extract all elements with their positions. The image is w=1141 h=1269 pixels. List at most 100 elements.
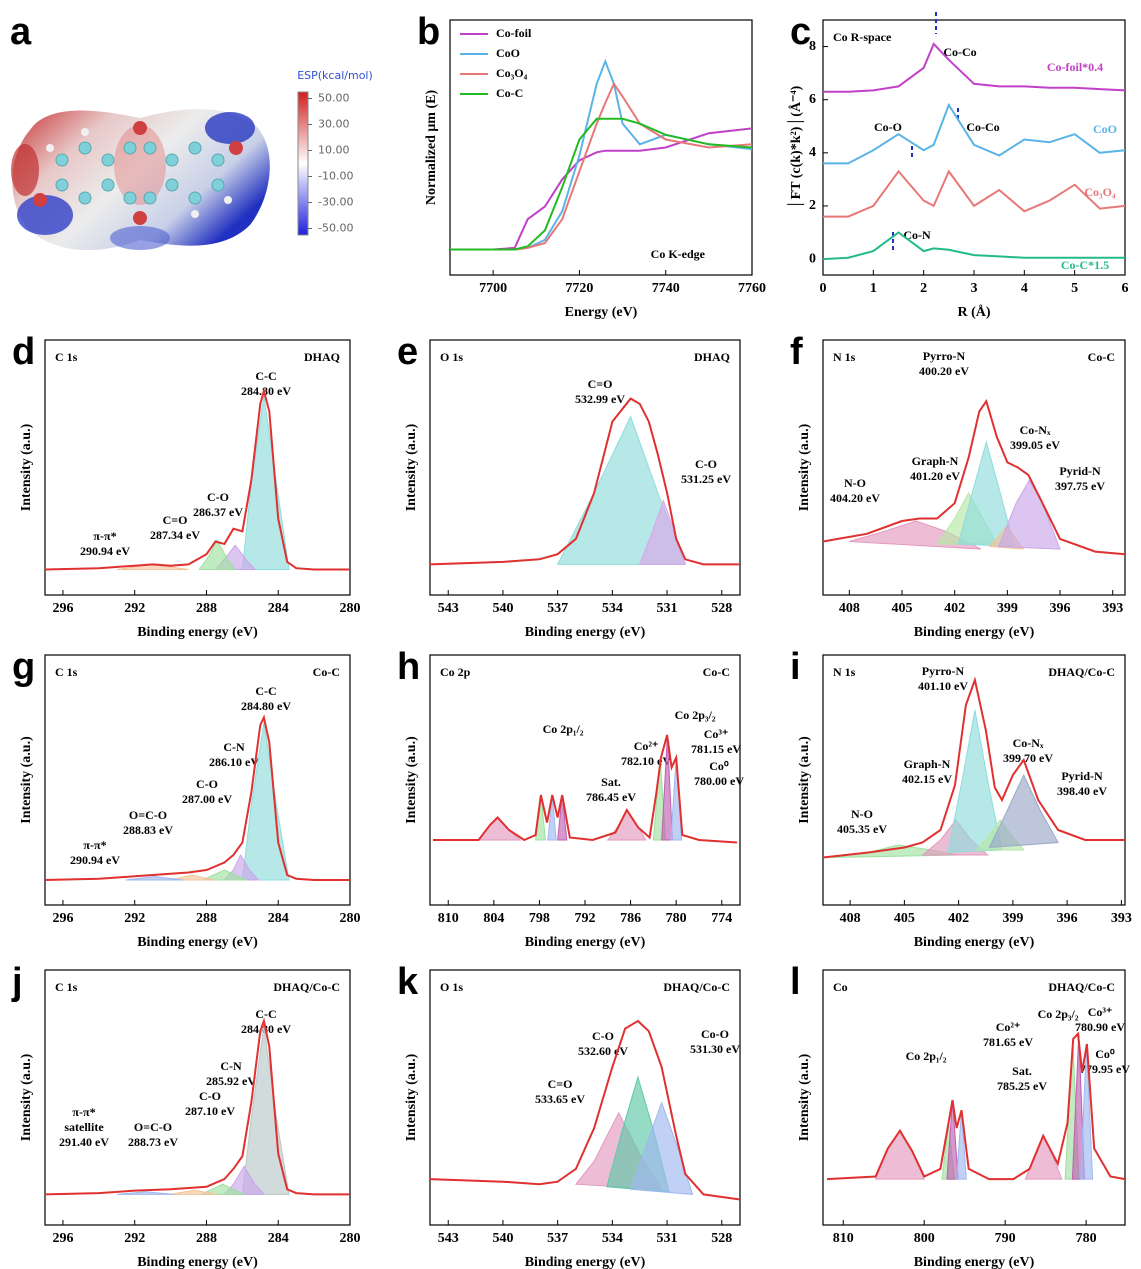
y-axis-label: Intensity (a.u.) [19,423,34,511]
annotation: 532.60 eV [578,1044,628,1058]
fit-envelope [45,391,350,570]
y-axis-label: Intensity (a.u.) [404,736,419,824]
x-tick-label: 786 [620,911,641,926]
x-tick-label: 393 [1111,911,1132,926]
annotation: Graph-N [904,757,951,771]
molecule-esp [11,109,270,250]
annotation: Pyrro-N [923,349,966,363]
x-tick-label: 399 [1002,911,1023,926]
sample-label: DHAQ/Co-C [663,980,730,994]
x-tick-label: 296 [52,1231,73,1246]
x-tick-label: 296 [52,601,73,616]
panel-letter: k [397,961,419,1003]
annotation: Pyrro-N [922,664,965,678]
annotation: C-C [255,369,276,383]
annotation: 532.99 eV [575,392,625,406]
x-tick-label: 780 [666,911,687,926]
x-tick-label: 284 [268,911,289,926]
x-tick-label: 292 [124,911,145,926]
annotation: satellite [64,1120,104,1134]
legend-label: Co-foil [496,26,532,40]
region-label: Co 2p [440,665,471,679]
annotation: Graph-N [912,454,959,468]
x-tick-label: 280 [340,911,361,926]
x-tick-label: 540 [492,601,513,616]
y-tick-label: 6 [809,92,816,107]
x-tick-label: 288 [196,601,217,616]
annotation: 531.30 eV [690,1042,740,1056]
y-axis-label: Intensity (a.u.) [404,1053,419,1141]
annotation: Co-O [874,120,902,134]
x-axis-label: Binding energy (eV) [137,935,258,950]
y-axis-label: Normalized μm (E) [424,90,439,206]
x-tick-label: 798 [529,911,550,926]
x-tick-label: 810 [438,911,459,926]
x-tick-label: 399 [997,601,1018,616]
annotation: C-O [196,777,218,791]
series-line [823,233,1125,260]
x-tick-label: 402 [944,601,965,616]
annotation: Co-Co [966,120,999,134]
x-axis-label: Binding energy (eV) [525,625,646,640]
annotation: C=O [163,513,188,527]
annotation: C-C [255,684,276,698]
x-tick-label: 1 [870,281,877,296]
annotation: π-π* [72,1105,95,1119]
x-axis-label: Binding energy (eV) [137,625,258,640]
sample-label: Co-C [313,665,340,679]
panel-letter: e [397,331,418,373]
region-label: O 1s [440,350,463,364]
annotation: Co³⁺ [1088,1005,1113,1019]
fit-component [999,480,1060,549]
annotation: 531.25 eV [681,472,731,486]
annotation: Sat. [601,775,621,789]
x-tick-label: 810 [833,1231,854,1246]
annotation: Co K-edge [651,247,706,261]
annotation: Sat. [1012,1064,1032,1078]
y-tick-label: 0 [809,251,816,266]
annotation: 404.20 eV [830,491,880,505]
annotation: C-O [199,1089,221,1103]
annotation: 399.05 eV [1010,438,1060,452]
x-tick-label: 408 [840,911,861,926]
annotation: Co 2p₃/₂ [1038,1007,1079,1021]
region-label: O 1s [440,980,463,994]
x-tick-label: 543 [438,1231,459,1246]
x-axis-label: Binding energy (eV) [914,625,1035,640]
y-axis-label: Intensity (a.u.) [19,736,34,824]
sample-label: Co-C [703,665,730,679]
series-line [450,119,752,250]
x-tick-label: 804 [483,911,504,926]
annotation: C-O [592,1029,614,1043]
annotation: O=C-O [134,1120,172,1134]
annotation: C-N [223,740,245,754]
annotation: 782.10 eV [621,754,671,768]
annotation: Co-O [701,1027,729,1041]
series-label: Co-C*1.5 [1061,258,1109,272]
colorbar-tick-label: -10.00 [318,170,353,183]
annotation: Co 2p₃/₂ [675,708,716,722]
annotation: 291.40 eV [59,1135,109,1149]
y-tick-label: 2 [809,198,816,213]
sample-label: DHAQ/Co-C [1048,980,1115,994]
y-axis-label: Intensity (a.u.) [404,423,419,511]
annotation: C=O [548,1077,573,1091]
annotation: Co²⁺ [996,1020,1021,1034]
annotation: 287.00 eV [182,792,232,806]
x-axis-label: Binding energy (eV) [525,935,646,950]
x-tick-label: 405 [892,601,913,616]
annotation: 401.10 eV [918,679,968,693]
annotation: Co⁰ [1095,1047,1115,1061]
annotation: 286.10 eV [209,755,259,769]
y-axis-label: │FT (c(k)*k²)│(Å⁻⁴) [787,85,805,209]
x-tick-label: 531 [657,1231,678,1246]
annotation: 284.80 eV [241,699,291,713]
x-tick-label: 7740 [652,281,680,296]
region-label: Co R-space [833,30,892,44]
plot-frame [430,970,740,1225]
x-tick-label: 774 [711,911,732,926]
colorbar-title: ESP(kcal/mol) [297,69,373,82]
annotation: C=O [588,377,613,391]
annotation: C-C [255,1007,276,1021]
legend-label: Co-C [496,86,523,100]
